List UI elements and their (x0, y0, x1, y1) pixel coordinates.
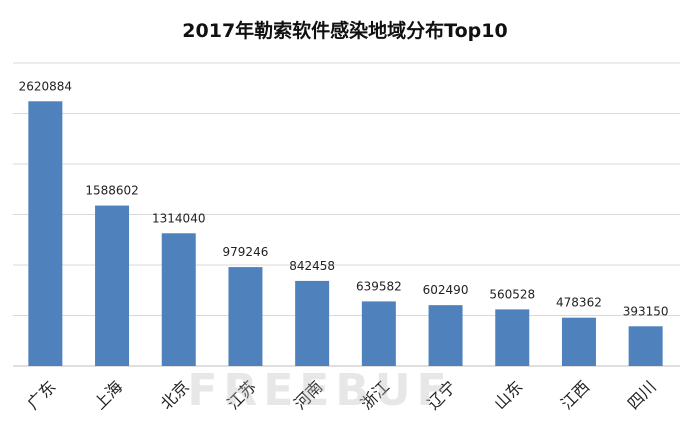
bar (428, 305, 463, 366)
data-label: 1314040 (152, 211, 205, 225)
value-labels: 2620884 1588602 1314040 979246 842458 639582 6… (19, 79, 669, 318)
data-label: 639582 (356, 279, 402, 293)
bars (28, 101, 663, 367)
bar (628, 326, 663, 366)
bar (361, 301, 396, 366)
bar (228, 267, 263, 366)
data-label: 842458 (289, 259, 335, 273)
data-label: 560528 (489, 287, 535, 301)
data-label: 2620884 (19, 79, 72, 93)
data-label: 478362 (556, 296, 602, 310)
category-label: 山东 (490, 377, 526, 413)
data-label: 393150 (623, 304, 669, 318)
data-label: 602490 (423, 283, 469, 297)
data-label: 979246 (223, 245, 269, 259)
category-label: 四川 (624, 377, 660, 413)
bar (295, 280, 330, 366)
chart-title: 2017年勒索软件感染地域分布Top10 (182, 20, 508, 42)
data-label: 1588602 (85, 184, 138, 198)
bar (561, 317, 596, 366)
bar (161, 233, 196, 366)
bar (495, 309, 530, 366)
bar (28, 101, 63, 367)
category-label: 江西 (557, 377, 593, 413)
bar (95, 205, 130, 366)
watermark-logo: FREEBUF (187, 365, 452, 416)
category-label: 上海 (90, 377, 126, 413)
category-label: 广东 (23, 377, 59, 413)
